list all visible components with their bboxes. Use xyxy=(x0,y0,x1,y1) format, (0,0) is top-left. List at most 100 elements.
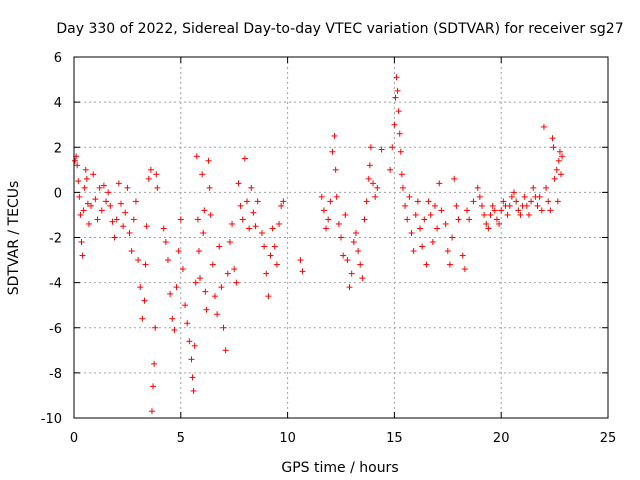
data-point xyxy=(387,166,394,173)
data-point xyxy=(493,216,500,223)
data-point xyxy=(250,209,257,216)
data-point xyxy=(511,189,518,196)
data-point xyxy=(77,211,84,218)
data-point xyxy=(508,193,515,200)
data-point xyxy=(389,144,396,151)
data-point xyxy=(189,374,196,381)
data-point xyxy=(491,207,498,214)
data-point xyxy=(278,202,285,209)
data-point xyxy=(478,202,485,209)
data-point xyxy=(195,248,202,255)
data-point xyxy=(128,248,135,255)
data-point xyxy=(113,216,120,223)
data-point xyxy=(363,198,370,205)
data-point xyxy=(190,387,197,394)
data-point xyxy=(216,243,223,250)
data-point xyxy=(558,171,565,178)
data-point xyxy=(142,261,149,268)
data-point xyxy=(191,342,198,349)
data-point xyxy=(340,252,347,259)
data-point xyxy=(455,216,462,223)
data-point xyxy=(515,207,522,214)
data-point xyxy=(267,252,274,259)
data-point xyxy=(421,216,428,223)
data-point xyxy=(350,239,357,246)
data-point xyxy=(498,207,505,214)
data-point xyxy=(338,234,344,241)
data-point xyxy=(556,148,563,155)
data-point xyxy=(276,220,283,227)
data-point xyxy=(244,198,251,205)
data-point xyxy=(553,166,560,173)
data-point xyxy=(233,279,240,286)
data-point xyxy=(214,311,221,318)
data-point xyxy=(534,202,541,209)
data-point xyxy=(139,315,146,322)
data-point xyxy=(361,216,368,223)
data-point xyxy=(367,144,374,151)
data-point xyxy=(96,184,103,191)
data-point xyxy=(398,171,405,178)
data-point xyxy=(404,216,411,223)
data-point xyxy=(485,225,492,232)
data-point xyxy=(402,202,409,209)
data-point xyxy=(559,153,566,160)
data-point xyxy=(521,193,528,200)
data-point xyxy=(229,220,236,227)
data-point xyxy=(92,196,99,203)
data-point xyxy=(82,166,89,173)
data-point xyxy=(523,202,530,209)
y-tick-label: 6 xyxy=(54,51,62,66)
data-point xyxy=(410,248,417,255)
data-point xyxy=(269,225,276,232)
data-point xyxy=(331,132,338,139)
data-point xyxy=(164,257,171,264)
data-point xyxy=(525,211,532,218)
data-point xyxy=(476,193,483,200)
data-point xyxy=(235,180,242,187)
data-point xyxy=(329,148,336,155)
data-point xyxy=(80,207,87,214)
data-point xyxy=(162,239,169,246)
data-point xyxy=(504,211,511,218)
data-point xyxy=(513,198,520,205)
y-tick-label: -4 xyxy=(49,277,62,292)
data-point xyxy=(538,207,545,214)
data-point xyxy=(335,220,342,227)
data-point xyxy=(154,184,161,191)
data-point xyxy=(193,153,200,160)
data-point xyxy=(496,220,503,227)
data-point xyxy=(412,211,419,218)
data-point xyxy=(152,324,159,331)
data-point xyxy=(220,324,227,331)
data-point xyxy=(346,284,353,291)
data-point xyxy=(446,261,453,268)
data-point xyxy=(550,144,557,151)
data-point xyxy=(258,229,265,236)
data-point xyxy=(141,297,148,304)
data-point xyxy=(130,216,137,223)
data-point xyxy=(263,270,270,277)
data-point xyxy=(461,266,468,273)
data-point xyxy=(344,257,351,264)
data-point xyxy=(536,193,543,200)
x-tick-label: 10 xyxy=(279,431,296,446)
data-point xyxy=(459,252,466,259)
data-point xyxy=(419,243,426,250)
data-point xyxy=(423,261,430,268)
data-point xyxy=(474,184,481,191)
data-point xyxy=(115,180,122,187)
data-point xyxy=(124,184,131,191)
data-point xyxy=(103,198,110,205)
data-point xyxy=(83,175,90,182)
data-point xyxy=(348,270,355,277)
data-point xyxy=(173,284,180,291)
data-point xyxy=(206,184,213,191)
data-point xyxy=(273,261,280,268)
x-axis-label: GPS time / hours xyxy=(281,460,398,476)
data-point xyxy=(378,146,385,153)
data-point xyxy=(333,193,340,200)
x-tick-label: 25 xyxy=(600,431,617,446)
data-point xyxy=(549,135,556,142)
data-point xyxy=(203,306,210,313)
